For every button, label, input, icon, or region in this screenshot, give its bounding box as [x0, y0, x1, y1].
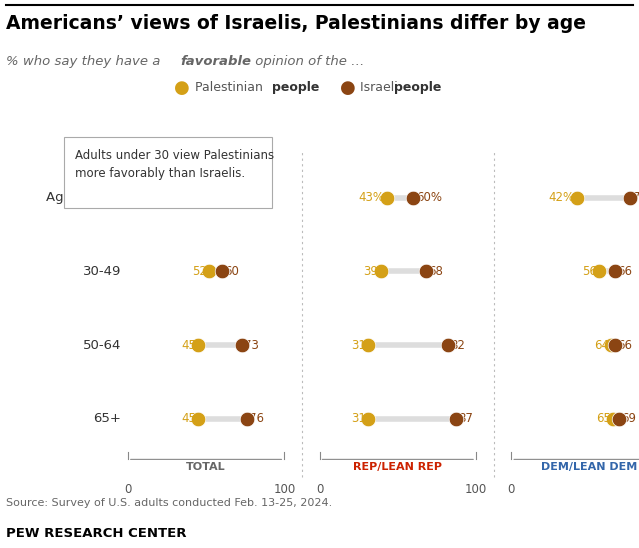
Point: [193, 414, 203, 423]
Text: 39: 39: [364, 265, 378, 278]
Text: Ages 18-29: Ages 18-29: [46, 191, 121, 204]
Point: [217, 267, 227, 276]
Text: 76: 76: [249, 412, 264, 425]
Text: PEW RESEARCH CENTER: PEW RESEARCH CENTER: [6, 527, 187, 540]
Point: [572, 193, 582, 202]
Text: 30-49: 30-49: [83, 265, 121, 278]
Text: 43%: 43%: [358, 191, 385, 204]
Text: 82: 82: [450, 339, 465, 352]
Text: 60: 60: [224, 265, 239, 278]
Text: people: people: [394, 81, 442, 94]
Point: [237, 341, 247, 350]
Text: 45: 45: [181, 339, 196, 352]
Text: 60%: 60%: [224, 191, 250, 204]
Point: [363, 414, 373, 423]
Text: 87: 87: [458, 412, 473, 425]
Point: [376, 267, 386, 276]
Text: Palestinian: Palestinian: [195, 81, 266, 94]
Text: 56: 56: [581, 265, 597, 278]
Point: [408, 193, 419, 202]
Point: [381, 193, 392, 202]
Text: 64: 64: [594, 339, 609, 352]
Point: [606, 341, 617, 350]
Text: ●: ●: [341, 79, 356, 96]
Point: [625, 193, 635, 202]
Point: [363, 341, 373, 350]
Point: [204, 267, 214, 276]
Text: 46%: 46%: [171, 191, 197, 204]
Text: favorable: favorable: [180, 55, 251, 68]
Text: 65+: 65+: [93, 412, 121, 425]
Point: [610, 267, 620, 276]
Text: 60%: 60%: [416, 191, 442, 204]
Point: [242, 414, 252, 423]
Text: 73: 73: [245, 339, 259, 352]
Text: people: people: [272, 81, 320, 94]
Point: [195, 193, 205, 202]
Text: opinion of the …: opinion of the …: [251, 55, 364, 68]
Point: [610, 341, 620, 350]
Text: 45: 45: [181, 412, 196, 425]
Text: Source: Survey of U.S. adults conducted Feb. 13-25, 2024.: Source: Survey of U.S. adults conducted …: [6, 498, 333, 507]
Point: [450, 414, 461, 423]
Text: 42%: 42%: [548, 191, 574, 204]
Point: [443, 341, 453, 350]
Text: 66: 66: [617, 339, 632, 352]
Text: 65: 65: [596, 412, 611, 425]
Text: REP/LEAN REP: REP/LEAN REP: [353, 461, 442, 472]
Text: ●: ●: [174, 79, 190, 96]
Point: [594, 267, 604, 276]
Point: [608, 414, 618, 423]
Text: 52: 52: [192, 265, 207, 278]
Point: [421, 267, 431, 276]
Text: 31: 31: [351, 339, 366, 352]
Text: DEM/LEAN DEM: DEM/LEAN DEM: [541, 461, 638, 472]
Text: % who say they have a: % who say they have a: [6, 55, 165, 68]
Text: 69: 69: [622, 412, 636, 425]
Text: Americans’ views of Israelis, Palestinians differ by age: Americans’ views of Israelis, Palestinia…: [6, 14, 587, 33]
Text: 50-64: 50-64: [83, 339, 121, 352]
Text: TOTAL: TOTAL: [186, 461, 226, 472]
Text: 66: 66: [617, 265, 632, 278]
Text: Adults under 30 view Palestinians
more favorably than Israelis.: Adults under 30 view Palestinians more f…: [75, 149, 275, 180]
Text: Israeli: Israeli: [360, 81, 401, 94]
Point: [217, 193, 227, 202]
Point: [193, 341, 203, 350]
Point: [614, 414, 624, 423]
Text: 68: 68: [428, 265, 443, 278]
Text: 76%: 76%: [633, 191, 639, 204]
Text: 31: 31: [351, 412, 366, 425]
